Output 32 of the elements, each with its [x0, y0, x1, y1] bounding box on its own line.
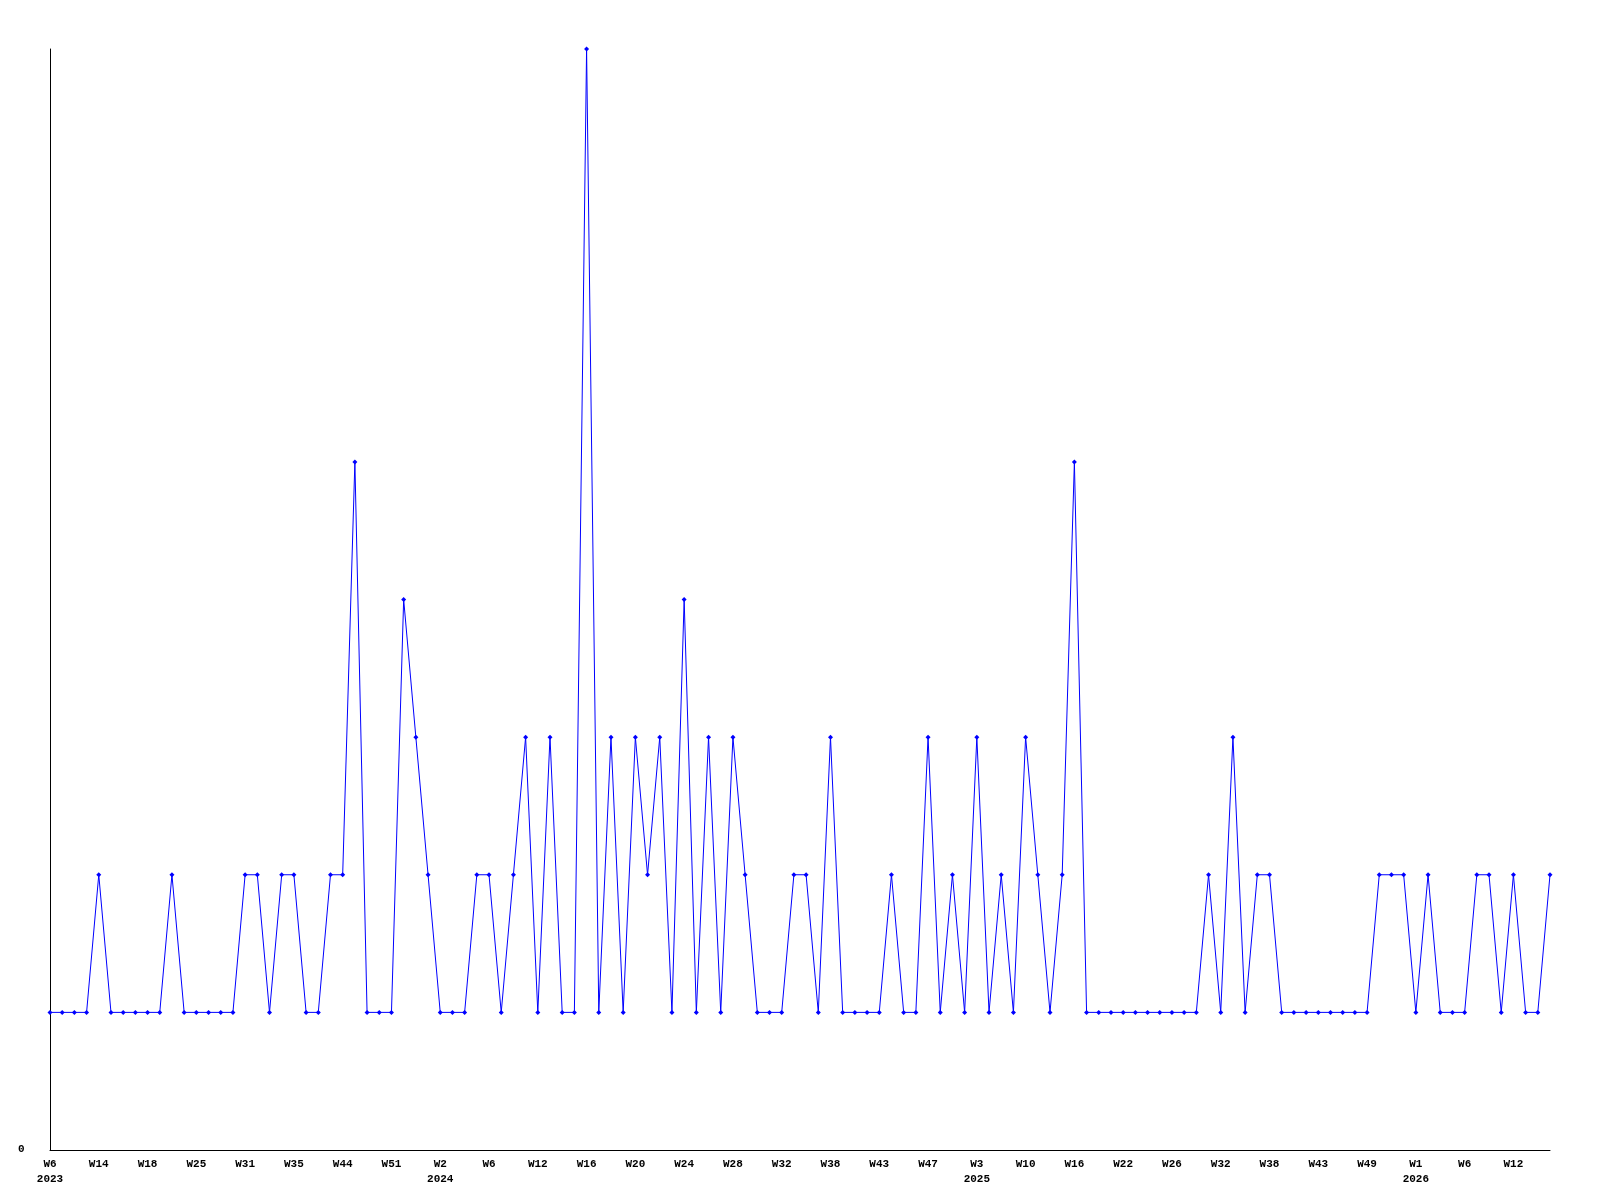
x-tick-label: W44 [332, 1157, 353, 1170]
x-tick-label: W43 [1308, 1157, 1329, 1170]
x-tick-label: W25 [186, 1157, 207, 1170]
x-tick-label: W18 [137, 1157, 158, 1170]
x-tick-label: W38 [820, 1157, 841, 1170]
x-tick-label: W6 [482, 1157, 496, 1170]
x-tick-label: W12 [1503, 1157, 1524, 1170]
x-tick-label: W6 [1458, 1157, 1472, 1170]
x-tick-label: W26 [1162, 1157, 1182, 1170]
x-tick-label: W20 [625, 1157, 646, 1170]
x-tick-label: W31 [235, 1157, 256, 1170]
x-tick-label: W10 [1015, 1157, 1036, 1170]
x-tick-label: W28 [723, 1157, 744, 1170]
x-tick-label: W32 [1210, 1157, 1231, 1170]
x-tick-label: W24 [674, 1157, 695, 1170]
x-tick-label: W16 [1064, 1157, 1085, 1170]
x-tick-label: W2 2024 [427, 1157, 454, 1185]
x-tick-label: W35 [284, 1157, 305, 1170]
x-tick-label: W3 2025 [963, 1157, 991, 1185]
x-tick-label: W6 2023 [36, 1157, 64, 1185]
x-tick-label: W1 2026 [1402, 1157, 1430, 1185]
x-tick-label: W12 [527, 1157, 548, 1170]
x-tick-label: W22 [1113, 1157, 1134, 1170]
x-tick-label: W32 [771, 1157, 792, 1170]
x-tick-label: W38 [1259, 1157, 1280, 1170]
text: 0 [18, 1142, 25, 1155]
x-tick-label: W43 [869, 1157, 890, 1170]
x-tick-label: W51 [381, 1157, 402, 1170]
x-tick-label: W49 [1357, 1157, 1377, 1170]
x-tick-label: W47 [918, 1157, 938, 1170]
x-tick-label: W14 [88, 1157, 110, 1170]
x-tick-label: W16 [576, 1157, 597, 1170]
